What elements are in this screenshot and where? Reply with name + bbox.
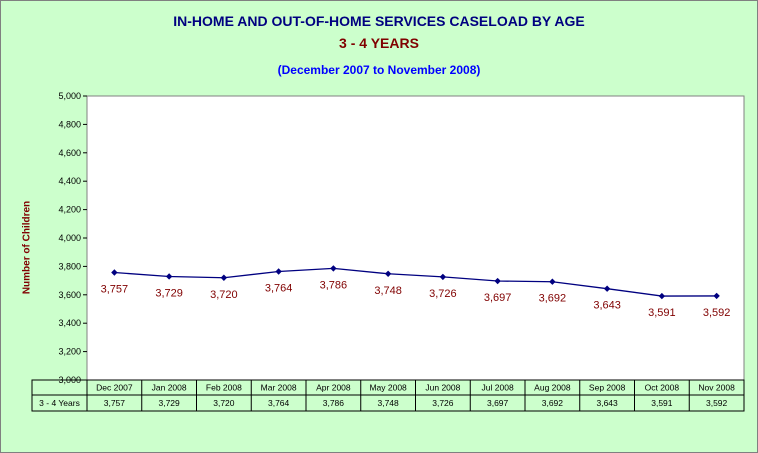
- y-tick-label: 3,400: [58, 318, 81, 328]
- x-tick-label: May 2008: [369, 383, 407, 393]
- chart-title: IN-HOME AND OUT-OF-HOME SERVICES CASELOA…: [173, 13, 585, 29]
- y-tick-label: 4,800: [58, 119, 81, 129]
- y-tick-label: 4,000: [58, 233, 81, 243]
- data-table-cell: 3,643: [596, 398, 618, 408]
- data-label: 3,786: [320, 279, 348, 291]
- data-label: 3,592: [703, 307, 731, 319]
- y-tick-label: 3,200: [58, 347, 81, 357]
- data-point: [603, 285, 611, 292]
- x-tick-label: Feb 2008: [206, 383, 242, 393]
- data-table-cell: 3,726: [432, 398, 454, 408]
- data-table-series-name: 3 - 4 Years: [39, 398, 80, 408]
- plot-area: [86, 95, 745, 381]
- x-tick-label: Nov 2008: [698, 383, 735, 393]
- data-point: [384, 270, 392, 277]
- data-label: 3,692: [539, 293, 567, 305]
- data-point: [658, 292, 666, 300]
- chart-date-range: (December 2007 to November 2008): [277, 63, 481, 77]
- data-point: [549, 278, 556, 285]
- data-label: 3,720: [210, 289, 238, 301]
- data-label: 3,643: [593, 300, 621, 312]
- data-label: 3,764: [265, 283, 293, 295]
- y-tick-label: 5,000: [58, 91, 81, 101]
- data-point: [713, 292, 720, 300]
- y-tick-label: 3,800: [58, 261, 81, 271]
- data-table-cell: 3,720: [213, 398, 235, 408]
- data-table-cell: 3,729: [158, 398, 180, 408]
- data-point: [111, 269, 118, 276]
- data-point: [330, 265, 337, 272]
- x-tick-label: Apr 2008: [316, 383, 351, 393]
- data-point: [165, 273, 173, 280]
- data-label: 3,757: [101, 284, 129, 296]
- x-tick-label: Jan 2008: [152, 383, 187, 393]
- data-table-cell: 3,591: [651, 398, 673, 408]
- data-table-cell: 3,697: [487, 398, 509, 408]
- data-point: [439, 273, 447, 281]
- y-tick-label: 3,600: [58, 290, 81, 300]
- data-point: [275, 268, 282, 275]
- series-line: [114, 267, 717, 297]
- data-table-cell: 3,692: [542, 398, 564, 408]
- data-label: 3,697: [484, 292, 512, 304]
- y-tick-label: 4,600: [58, 148, 81, 158]
- x-tick-label: Mar 2008: [261, 383, 297, 393]
- data-point: [494, 277, 501, 285]
- data-label: 3,748: [374, 285, 402, 297]
- x-tick-label: Dec 2007: [96, 383, 133, 393]
- data-table-cell: 3,592: [706, 398, 728, 408]
- x-tick-label: Aug 2008: [534, 383, 571, 393]
- x-tick-label: Sep 2008: [589, 383, 626, 393]
- x-tick-label: Jul 2008: [482, 383, 514, 393]
- x-tick-label: Oct 2008: [645, 383, 680, 393]
- x-tick-label: Jun 2008: [425, 383, 460, 393]
- data-table-cell: 3,786: [323, 398, 345, 408]
- data-label: 3,726: [429, 288, 457, 300]
- y-tick-label: 4,400: [58, 176, 81, 186]
- data-label: 3,591: [648, 307, 676, 319]
- data-label: 3,729: [155, 287, 183, 299]
- data-point: [220, 274, 228, 281]
- chart-subtitle: 3 - 4 YEARS: [339, 35, 419, 51]
- data-table-cell: 3,757: [104, 398, 126, 408]
- y-tick-label: 4,200: [58, 205, 81, 215]
- data-table-cell: 3,764: [268, 398, 290, 408]
- data-table-cell: 3,748: [377, 398, 399, 408]
